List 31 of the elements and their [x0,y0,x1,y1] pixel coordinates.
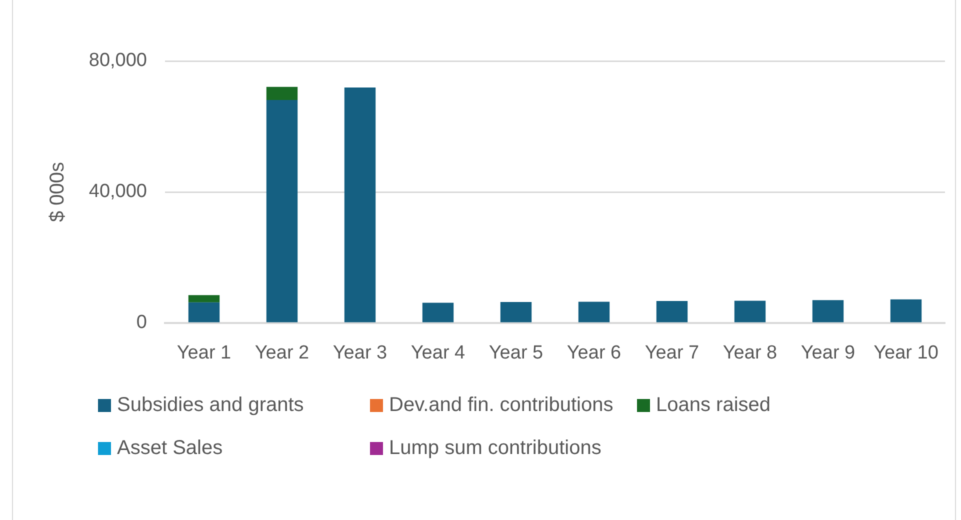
x-tick-label: Year 5 [488,342,544,364]
x-tick-label: Year 6 [566,342,622,364]
x-tick-label: Year 3 [332,342,388,364]
y-axis-title: $ 000s [46,162,69,222]
legend-label: Loans raised [656,394,771,416]
bar [188,295,220,302]
x-tick-label: Year 4 [410,342,466,364]
x-tick-label: Year 1 [176,342,232,364]
legend-label: Asset Sales [117,436,223,460]
bar [656,301,688,322]
bar [812,300,844,322]
x-tick-label: Year 2 [254,342,310,364]
x-tick-label: Year 9 [800,342,856,364]
x-tick-label: Year 7 [644,342,700,364]
x-tick-label: Year 10 [874,342,938,364]
legend-label: Dev.and fin. contributions [389,394,614,416]
bar [188,302,220,322]
y-tick-label: 40,000 [88,181,147,202]
bar [266,86,298,100]
bar [344,88,376,322]
bar [890,299,922,322]
bar [734,300,766,322]
legend-label: Lump sum contributions [389,436,602,460]
legend-label: Subsidies and grants [117,394,304,416]
bar [578,302,610,322]
bar [266,100,298,322]
bar [500,302,532,322]
y-tick-label: 0 [136,312,147,334]
x-tick-label: Year 8 [722,342,778,364]
bar [422,302,454,322]
y-tick-label: 80,000 [88,50,147,72]
